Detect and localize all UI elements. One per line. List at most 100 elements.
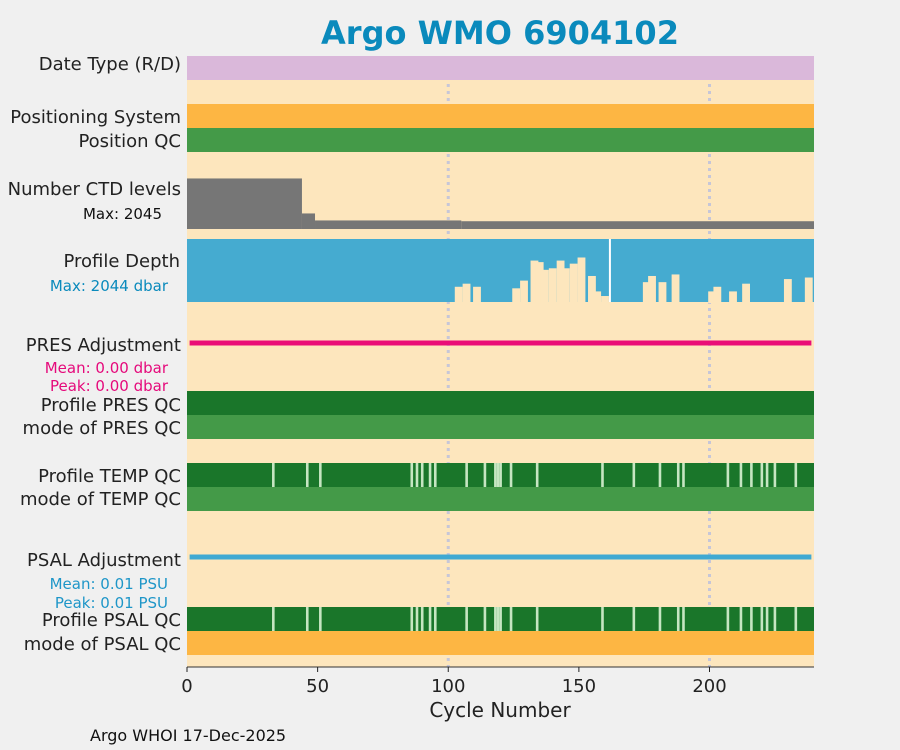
x-axis: 0 50 100 150 200	[181, 666, 814, 697]
profile-depth-shallow-133	[530, 260, 539, 303]
x-tick-label-200: 200	[692, 676, 726, 697]
qc-flag-change-190	[682, 607, 685, 631]
qc-flag-change-124	[509, 607, 513, 631]
qc-flag-change-222	[765, 607, 769, 631]
profile-depth-shallow-230	[783, 279, 792, 303]
qc-flag-change-95	[433, 463, 437, 487]
profile-depth-shallow-176	[642, 282, 651, 303]
profile-depth-shallow-201	[708, 291, 717, 303]
qc-flag-change-212	[739, 463, 743, 487]
row-label-profile-temp-qc: Profile TEMP QC	[38, 466, 181, 487]
qc-flag-change-88	[415, 607, 419, 631]
profile-depth-shallow-155	[588, 275, 596, 303]
profile-depth-shallow-151	[577, 257, 586, 303]
row-sublabel-psal-peak: Peak: 0.01 PSU	[55, 594, 168, 612]
ctd-levels-bar-3	[461, 221, 814, 229]
band-mode-of-pres-qc	[187, 415, 814, 439]
row-label-mode-psal-qc: mode of PSAL QC	[24, 634, 181, 655]
qc-flag-change-107	[465, 463, 468, 487]
qc-flag-change-33	[272, 607, 275, 631]
row-sublabel-pres-peak: Peak: 0.00 dbar	[50, 377, 169, 395]
ctd-levels-bar-2	[315, 220, 462, 229]
x-tick-label-100: 100	[431, 676, 465, 697]
qc-flag-change-93	[428, 607, 432, 631]
qc-flag-change-95	[433, 607, 437, 631]
band-mode-of-psal-qc	[187, 631, 814, 655]
profile-depth-shallow-143	[556, 260, 565, 303]
row-label-profile-psal-qc: Profile PSAL QC	[42, 610, 181, 631]
row-label-number-ctd-levels: Number CTD levels	[8, 179, 181, 200]
profile-depth-shallow-182	[658, 282, 667, 303]
chart-title: Argo WMO 6904102	[321, 14, 679, 52]
chart-rows	[187, 56, 814, 655]
ctd-levels-bar-0	[187, 178, 302, 229]
x-tick-label-150: 150	[562, 676, 596, 697]
row-sublabel-depth-max: Max: 2044 dbar	[50, 277, 169, 295]
qc-flag-change-124	[509, 463, 513, 487]
plot-area	[187, 56, 814, 667]
row-label-pres-adjustment: PRES Adjustment	[26, 335, 181, 356]
qc-flag-change-114	[483, 607, 487, 631]
qc-flag-change-51	[319, 607, 322, 631]
profile-depth-shallow-209	[729, 291, 737, 303]
qc-flag-change-188	[676, 607, 680, 631]
qc-flag-change-225	[773, 463, 777, 487]
qc-flag-change-118	[494, 607, 497, 631]
row-label-date-type: Date Type (R/D)	[39, 54, 181, 75]
qc-flag-change-159	[601, 463, 604, 487]
qc-flag-change-93	[428, 463, 432, 487]
footer-credit: Argo WHOI 17-Dec-2025	[90, 726, 286, 745]
qc-flag-change-159	[601, 607, 604, 631]
profile-depth-shallow-238	[804, 277, 813, 303]
profile-depth-shallow-178	[648, 275, 656, 303]
qc-flag-change-119	[496, 463, 500, 487]
qc-flag-change-220	[760, 463, 764, 487]
qc-flag-change-225	[773, 607, 777, 631]
x-axis-label: Cycle Number	[429, 698, 571, 722]
qc-flag-change-216	[750, 463, 753, 487]
profile-depth-shallow-135	[535, 262, 544, 303]
profile-depth-shallow-140	[548, 268, 557, 303]
band-mode-of-temp-qc	[187, 487, 814, 511]
band-position-qc	[187, 128, 814, 152]
row-sublabel-pres-mean: Mean: 0.00 dbar	[45, 359, 169, 377]
qc-flag-change-233	[794, 463, 798, 487]
band-profile-pres-qc	[187, 391, 814, 415]
profile-depth-shallow-214	[742, 283, 750, 303]
qc-flag-change-114	[483, 463, 487, 487]
row-label-profile-pres-qc: Profile PRES QC	[41, 395, 181, 416]
qc-flag-change-171	[632, 463, 636, 487]
profile-depth-shallow-187	[671, 274, 680, 303]
qc-flag-change-181	[658, 607, 662, 631]
row-sublabel-psal-mean: Mean: 0.01 PSU	[50, 575, 168, 593]
profile-depth-shallow-160	[601, 296, 609, 303]
qc-flag-change-188	[676, 463, 680, 487]
row-label-mode-pres-qc: mode of PRES QC	[23, 418, 181, 439]
profile-depth-shallow-111	[473, 286, 481, 303]
qc-flag-change-90	[420, 463, 424, 487]
profile-depth-shallow-126	[512, 288, 521, 303]
qc-flag-change-207	[726, 607, 730, 631]
profile-depth-shallow-137	[540, 269, 549, 303]
qc-flag-change-212	[739, 607, 743, 631]
row-label-mode-temp-qc: mode of TEMP QC	[20, 489, 181, 510]
profile-depth-shallow-148	[569, 263, 578, 303]
qc-flag-change-88	[415, 463, 419, 487]
qc-flag-change-46	[305, 463, 309, 487]
qc-flag-change-220	[760, 607, 764, 631]
qc-flag-change-33	[272, 463, 275, 487]
qc-flag-change-171	[632, 607, 636, 631]
profile-depth-missing-161	[608, 239, 611, 302]
row-sublabel-ctd-max: Max: 2045	[83, 205, 162, 223]
qc-flag-change-118	[494, 463, 497, 487]
band-date-type-r-d-	[187, 56, 814, 80]
qc-flag-change-120	[499, 607, 502, 631]
profile-depth-shallow-203	[713, 286, 722, 303]
band-positioning-system	[187, 104, 814, 128]
qc-flag-change-120	[499, 463, 502, 487]
qc-flag-change-181	[658, 463, 662, 487]
x-tick-label-0: 0	[181, 676, 192, 697]
ctd-levels-bar-1	[301, 213, 316, 229]
qc-flag-change-222	[765, 463, 769, 487]
